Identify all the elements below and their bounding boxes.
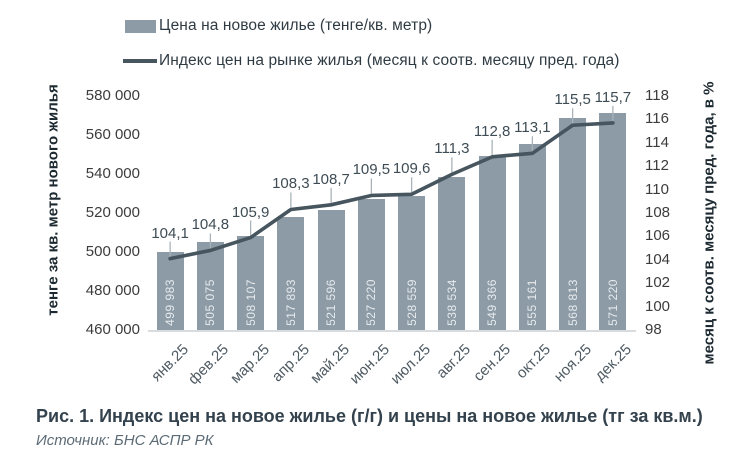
x-axis-line <box>148 330 636 332</box>
figure-caption: Рис. 1. Индекс цен на новое жилье (г/г) … <box>36 406 703 426</box>
price-bar: 517 893 <box>277 217 305 330</box>
source-note: Источник: БНС АСПР РК <box>36 432 214 449</box>
price-bar: 499 983 <box>156 252 184 330</box>
price-bar: 505 075 <box>196 242 224 330</box>
index-value-label: 109,6 <box>392 160 431 178</box>
price-bar: 538 534 <box>438 176 466 330</box>
left-axis-tick: 520 000 <box>85 204 140 221</box>
price-bar: 549 366 <box>478 155 506 330</box>
index-value-label: 111,3 <box>434 140 470 158</box>
price-bar: 508 107 <box>237 236 265 330</box>
price-bar: 521 596 <box>317 209 345 330</box>
left-axis-tick: 500 000 <box>85 243 140 260</box>
index-value-label: 108,3 <box>272 175 310 193</box>
right-axis-tick: 118 <box>645 87 669 104</box>
index-value-label: 113,1 <box>514 119 551 137</box>
legend-item-index: Индекс цен на рынке жилья (месяц к соотв… <box>123 52 619 70</box>
line-swatch-icon <box>123 59 157 63</box>
index-value-label: 109,5 <box>352 161 391 179</box>
price-bar: 568 813 <box>559 117 587 330</box>
left-axis-tick: 560 000 <box>85 126 140 143</box>
legend-label-price: Цена на новое жилье (тенге/кв. метр) <box>159 17 433 34</box>
right-axis-tick: 100 <box>645 297 671 315</box>
price-bar: 571 220 <box>599 113 627 330</box>
right-axis-tick: 106 <box>645 227 671 245</box>
index-value-label: 105,9 <box>231 203 270 221</box>
right-axis-tick: 110 <box>645 180 669 198</box>
index-value-label: 115,5 <box>554 91 591 109</box>
right-axis-tick: 108 <box>645 204 671 221</box>
right-axis-tick: 98 <box>645 321 662 338</box>
index-value-label: 115,7 <box>594 88 632 106</box>
index-value-label: 108,7 <box>312 170 350 188</box>
legend-label-index: Индекс цен на рынке жилья (месяц к соотв… <box>159 52 620 69</box>
price-bar: 555 161 <box>518 144 546 330</box>
price-bar: 527 220 <box>357 198 385 330</box>
right-axis-tick: 114 <box>645 133 669 151</box>
right-axis-tick: 116 <box>645 110 669 128</box>
bar-swatch-icon <box>125 19 156 33</box>
price-bar: 528 559 <box>398 196 426 330</box>
left-axis-tick: 540 000 <box>85 165 140 182</box>
left-axis-tick: 480 000 <box>85 282 140 299</box>
index-value-label: 112,8 <box>473 122 511 140</box>
index-value-label: 104,1 <box>151 224 189 242</box>
right-axis-tick: 112 <box>645 157 669 175</box>
legend-item-price: Цена на новое жилье (тенге/кв. метр) <box>125 17 432 35</box>
left-axis-tick: 580 000 <box>85 87 140 104</box>
right-axis-tick: 102 <box>645 274 671 292</box>
price-index-line <box>168 121 615 261</box>
left-axis-tick: 460 000 <box>85 321 140 338</box>
right-axis-tick: 104 <box>645 250 671 268</box>
index-value-label: 104,8 <box>191 216 230 234</box>
